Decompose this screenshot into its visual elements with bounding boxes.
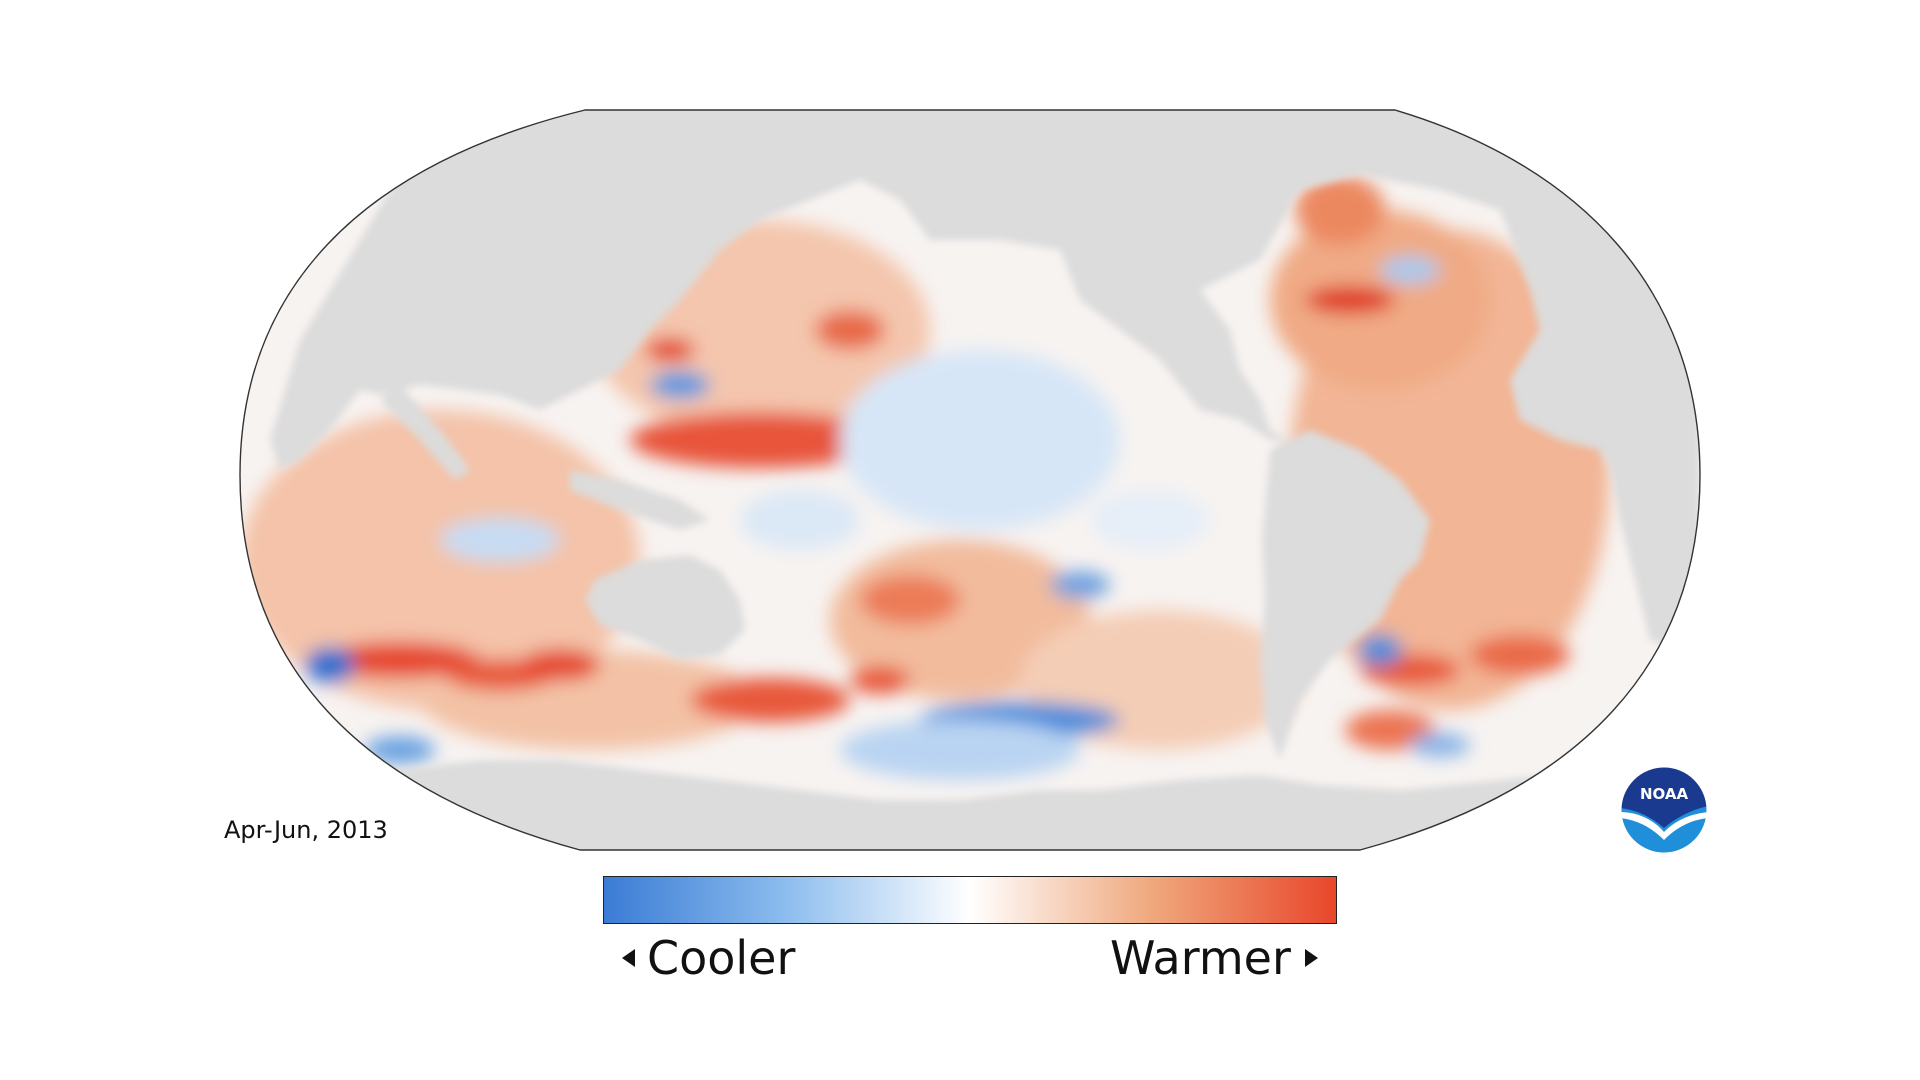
legend-warm-label: Warmer <box>1110 931 1291 985</box>
noaa-logo-icon: NOAA <box>1620 766 1708 854</box>
period-label: Apr-Jun, 2013 <box>224 816 388 844</box>
land-layer <box>240 110 1700 850</box>
left-arrow-icon <box>622 949 635 967</box>
legend-cool-label: Cooler <box>647 931 796 985</box>
legend-gradient <box>603 876 1337 924</box>
legend-warmer: Warmer <box>1110 928 1318 988</box>
map-outline <box>239 109 1701 851</box>
legend-cooler: Cooler <box>622 928 795 988</box>
noaa-logo-text: NOAA <box>1640 785 1689 803</box>
legend-bar-frame <box>603 876 1337 924</box>
right-arrow-icon <box>1304 949 1318 967</box>
